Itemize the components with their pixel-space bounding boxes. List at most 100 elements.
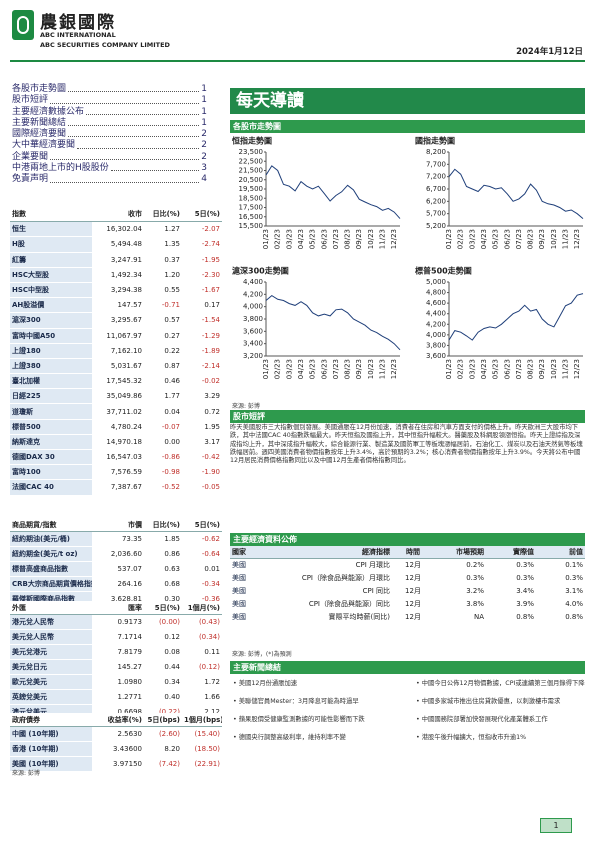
- source: 來源: 彭博: [12, 770, 40, 777]
- x-tick-label: 04/23: [297, 229, 305, 249]
- header-cell: 收市: [92, 207, 144, 223]
- x-tick-label: 12/23: [573, 229, 581, 249]
- y-tick-label: 5,200: [426, 222, 446, 230]
- cell: 0.44: [144, 659, 182, 675]
- x-tick-label: 12/23: [390, 229, 398, 249]
- toc-page: 3: [201, 163, 207, 174]
- cell: 3,247.91: [92, 252, 144, 268]
- row: 道瓊斯 37,711.02 0.04 0.72: [10, 403, 222, 420]
- table: 商品期貨/指數 市價 日比(%) 5日(%) 紐約期油(美元/桶) 73.35 1.85 -0…: [10, 518, 222, 607]
- cell: 0.3%: [486, 558, 536, 572]
- x-tick-label: 07/23: [332, 359, 340, 379]
- cell: 港元兌人民幣: [10, 614, 92, 630]
- x-tick-label: 05/23: [309, 359, 317, 379]
- x-tick-label: 05/23: [309, 229, 317, 249]
- cell: 16,547.03: [92, 449, 144, 466]
- cell: 0.01: [182, 561, 222, 577]
- row: 標普500 4,780.24 -0.07 1.95: [10, 419, 222, 435]
- row: 美元兌日元 145.27 0.44 (0.12): [10, 659, 222, 675]
- section-bar: 主要經濟資料公佈: [230, 533, 585, 546]
- y-tick-label: 4,600: [426, 299, 446, 307]
- cell: 美元兌港元: [10, 644, 92, 660]
- x-tick-label: 08/23: [527, 229, 535, 249]
- bond-table: 政府債券 收益率(%) 5日(bps) 1個月(bps) 中國 (10年期) 2.5630…: [10, 713, 222, 772]
- cell: 2,036.60: [92, 546, 144, 562]
- header-cell: 5日(bps): [144, 713, 182, 727]
- toc-leader: [68, 118, 200, 127]
- row: HSC大型股 1,492.34 1.20 -2.30: [10, 267, 222, 283]
- row: 美元兌港元 7.8179 0.08 0.11: [10, 644, 222, 660]
- cell: 香港 (10年期): [10, 741, 92, 757]
- toc-entry: 免責声明 4: [12, 174, 207, 185]
- header-cell: 收益率(%): [92, 713, 144, 727]
- news-item: • 德國央行調整高級利率，維持利率不變: [232, 734, 402, 742]
- cell: -1.54: [182, 312, 222, 329]
- cell: (22.91): [182, 756, 222, 772]
- cell: 法國CAC 40: [10, 479, 92, 496]
- cell: 標普高盛商品指數: [10, 561, 92, 577]
- company-name: 農銀國際: [40, 13, 116, 33]
- table: 政府債券 收益率(%) 5日(bps) 1個月(bps) 中國 (10年期) 2.5630…: [10, 713, 222, 772]
- cell: 3.43600: [92, 741, 144, 757]
- cell: 7,576.59: [92, 464, 144, 481]
- cell: -0.02: [182, 373, 222, 390]
- cell: -0.52: [144, 479, 182, 496]
- cell: 3.1%: [536, 584, 585, 598]
- header-cell: 5日(%): [144, 601, 182, 615]
- row: 上證380 5,031.67 0.87 -2.14: [10, 358, 222, 375]
- cell: 美國: [230, 597, 262, 611]
- y-tick-label: 5,000: [426, 278, 446, 286]
- y-tick-label: 15,500: [239, 222, 264, 230]
- cell: HSC大型股: [10, 267, 92, 283]
- y-tick-label: 8,200: [426, 148, 446, 156]
- y-tick-label: 4,000: [243, 303, 263, 311]
- x-tick-label: 06/23: [320, 359, 328, 379]
- cell: 道瓊斯: [10, 403, 92, 420]
- x-tick-label: 03/23: [468, 359, 476, 379]
- banner: 每天導讀: [230, 88, 585, 114]
- cell: 歐元兌美元: [10, 674, 92, 690]
- row: CRB大宗商品期貨價格指數 264.16 0.68 -0.34: [10, 576, 222, 592]
- chart-title: 國指走勢圖: [415, 136, 455, 146]
- news-column: • 中國今日公佈12月物價數據，CPI或連續第三個月錄得下降 • 中國多家城市推出…: [415, 680, 585, 752]
- cell: 12月: [392, 571, 434, 585]
- y-tick-label: 21,500: [239, 167, 264, 175]
- y-tick-label: 3,200: [243, 352, 263, 360]
- cell: 0.22: [144, 343, 182, 359]
- cell: 12月: [392, 610, 434, 624]
- cell: 145.27: [92, 659, 144, 675]
- toc-page: 2: [201, 129, 207, 140]
- line-series: [265, 165, 401, 219]
- cell: 1.66: [182, 689, 222, 705]
- cell: 0.63: [144, 561, 182, 577]
- row: 美國 (10年期) 3.97150 (7.42) (22.91): [10, 756, 222, 772]
- cell: 紅籌: [10, 252, 92, 268]
- cell: 73.35: [92, 531, 144, 547]
- toc-title: 大中華經濟要聞: [12, 140, 76, 151]
- x-tick-label: 02/23: [457, 229, 465, 249]
- cell: CPI 同比: [262, 584, 392, 598]
- cell: 0.9173: [92, 614, 144, 630]
- cell: 0.1%: [536, 558, 585, 572]
- cell: -2.07: [182, 221, 222, 238]
- y-tick-label: 19,500: [239, 185, 264, 193]
- row: 納斯達克 14,970.18 0.00 3.17: [10, 434, 222, 451]
- cell: 3,295.67: [92, 312, 144, 329]
- row: 德國DAX 30 16,547.03 -0.86 -0.42: [10, 449, 222, 466]
- cell: -0.42: [182, 449, 222, 466]
- x-tick-label: 01/23: [262, 229, 270, 249]
- cell: 3.4%: [486, 584, 536, 598]
- cell: 3.97150: [92, 756, 144, 772]
- row: 富時中國A50 11,067.97 0.27 -1.29: [10, 328, 222, 344]
- toc-leader: [68, 129, 200, 138]
- toc-title: 免責声明: [12, 174, 49, 185]
- cell: 1.85: [144, 531, 182, 547]
- row: 港元兌人民幣 0.9173 (0.00) (0.43): [10, 614, 222, 630]
- toc-title: 主要經濟數據公布: [12, 106, 85, 117]
- cell: H股: [10, 236, 92, 253]
- cell: 0.37: [144, 252, 182, 268]
- news-item: • 美聯儲官員Mester：3月降息可能為時過早: [232, 698, 402, 706]
- y-tick-label: 3,400: [243, 340, 263, 348]
- y-tick-label: 4,400: [426, 310, 446, 318]
